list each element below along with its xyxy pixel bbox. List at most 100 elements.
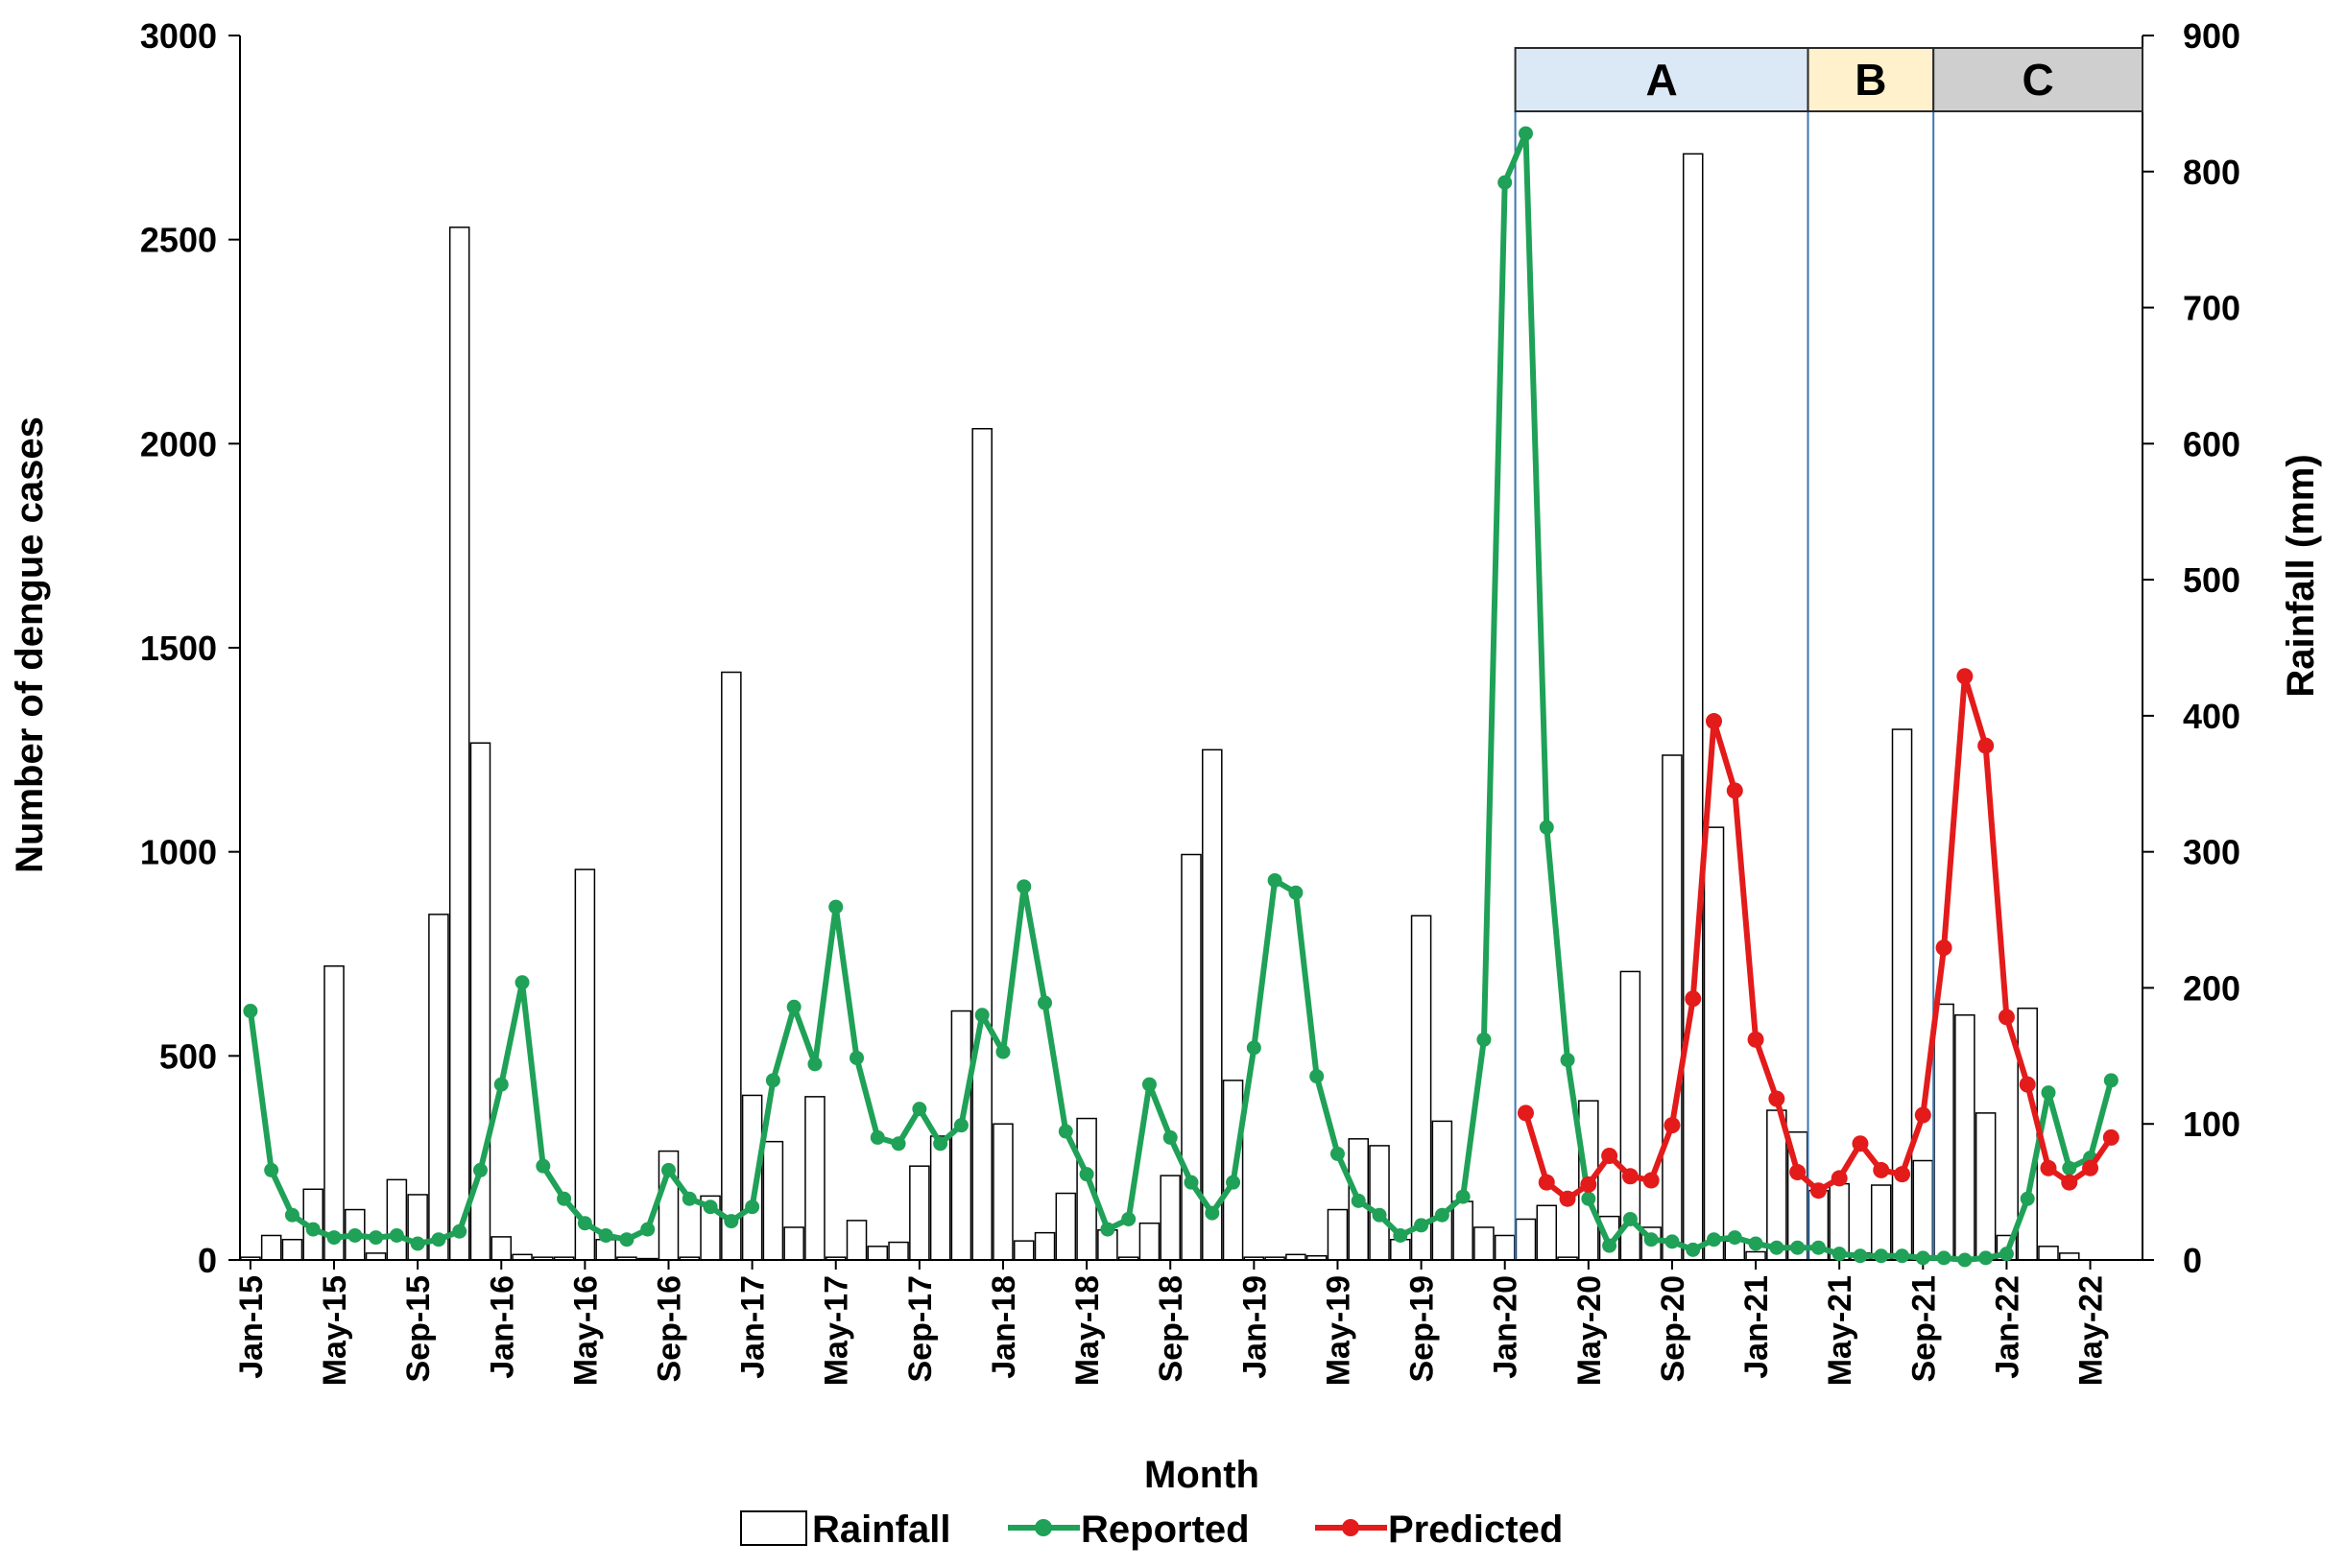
reported-point [1455, 1189, 1471, 1204]
legend-predicted-label: Predicted [1388, 1509, 1563, 1551]
reported-point [765, 1073, 780, 1088]
y-right-tick-label: 0 [2183, 1241, 2202, 1280]
reported-point [1810, 1240, 1826, 1255]
phase-divider-lines [1514, 111, 1935, 1260]
reported-point [1539, 820, 1554, 835]
reported-point [1414, 1218, 1429, 1233]
reported-point [912, 1102, 927, 1117]
x-tick-label: May-22 [2073, 1275, 2110, 1386]
rainfall-bar [2059, 1252, 2080, 1261]
reported-point [1017, 879, 1032, 894]
predicted-point [1664, 1117, 1681, 1134]
reported-series [243, 126, 2119, 1268]
predicted-point [1831, 1170, 1848, 1187]
reported-point [1226, 1175, 1241, 1190]
reported-point [1831, 1247, 1847, 1262]
predicted-point [1998, 1009, 2015, 1026]
y-right-tick-label: 500 [2183, 560, 2240, 600]
reported-point [745, 1200, 760, 1215]
reported-point [1853, 1248, 1868, 1264]
reported-point [1393, 1227, 1408, 1243]
reported-point [347, 1227, 363, 1243]
reported-point [1476, 1032, 1492, 1047]
rainfall-bar [1202, 748, 1223, 1261]
reported-point [1707, 1232, 1722, 1247]
y-left-tick-label: 0 [198, 1241, 217, 1280]
reported-point [995, 1044, 1011, 1059]
rainfall-bar [1745, 1250, 1766, 1261]
rainfall-bar [888, 1241, 909, 1261]
predicted-point [1873, 1161, 1890, 1178]
reported-point [974, 1008, 990, 1023]
x-tick-label: May-21 [1822, 1275, 1858, 1386]
reported-point [1434, 1207, 1449, 1223]
y-right-tick-label: 200 [2183, 968, 2240, 1008]
legend: Rainfall Reported Predicted [740, 1509, 1563, 1551]
y-right-tick-label: 600 [2183, 424, 2240, 463]
reported-point [1686, 1242, 1701, 1257]
reported-point [1288, 885, 1304, 900]
x-tick-label: Jan-17 [735, 1275, 772, 1379]
predicted-point [1621, 1168, 1639, 1185]
reported-point [1874, 1248, 1889, 1264]
reported-point [598, 1227, 613, 1243]
predicted-point [1956, 668, 1974, 685]
x-tick-label: May-16 [567, 1275, 604, 1386]
rainfall-bar [950, 1010, 972, 1261]
predicted-point [1852, 1135, 1869, 1152]
rainfall-bar [260, 1234, 282, 1261]
reported-point [1999, 1247, 2014, 1262]
x-tick-label: May-18 [1069, 1275, 1106, 1386]
reported-point [1748, 1236, 1763, 1251]
predicted-point [1809, 1182, 1827, 1200]
reported-point [389, 1227, 404, 1243]
predicted-point [2082, 1159, 2099, 1176]
predicted-point [1789, 1164, 1807, 1181]
reported-point [807, 1057, 823, 1072]
y-right-axis-title: Rainfall (mm) [2280, 454, 2322, 697]
reported-point [410, 1236, 425, 1251]
y-right-tick-label: 300 [2183, 833, 2240, 872]
rainfall-bar [1912, 1159, 1934, 1261]
rainfall-bar [448, 226, 470, 1261]
reported-point [1184, 1175, 1199, 1190]
legend-reported-label: Reported [1081, 1509, 1250, 1551]
phase-label-b: B [1855, 55, 1886, 105]
predicted-point [1894, 1166, 1911, 1183]
x-tick-label: Sep-17 [902, 1275, 939, 1383]
y-right-tick-label: 900 [2183, 16, 2240, 56]
rainfall-bar [1013, 1240, 1035, 1261]
x-tick-label: May-20 [1571, 1275, 1608, 1386]
y-left-tick-label: 1500 [140, 629, 217, 668]
x-tick-label: Jan-16 [484, 1275, 520, 1379]
x-tick-label: Sep-20 [1655, 1275, 1691, 1383]
reported-point [557, 1191, 572, 1206]
reported-point [1602, 1238, 1617, 1253]
rainfall-bar [1138, 1222, 1161, 1261]
rainfall-bar [1682, 153, 1704, 1261]
reported-point [870, 1129, 885, 1145]
reported-point [1560, 1053, 1575, 1068]
rainfall-bar [574, 868, 596, 1261]
reported-point [724, 1214, 739, 1229]
phase-label-c: C [2022, 55, 2053, 105]
x-tick-label: Sep-18 [1153, 1275, 1189, 1383]
predicted-point [2019, 1076, 2036, 1093]
reported-point [1079, 1167, 1094, 1182]
predicted-point [1601, 1148, 1618, 1165]
reported-point [1162, 1129, 1178, 1145]
rainfall-bar [1181, 853, 1202, 1261]
rainfall-bar [783, 1226, 804, 1261]
reported-point [1141, 1077, 1157, 1092]
reported-point [703, 1200, 718, 1215]
y-left-tick-label: 1000 [140, 833, 217, 872]
x-tick-label: May-19 [1320, 1275, 1356, 1386]
reported-point [640, 1222, 656, 1237]
reported-point [1100, 1222, 1115, 1237]
reported-point [953, 1118, 969, 1133]
reported-point [1038, 995, 1053, 1010]
predicted-point [2040, 1159, 2057, 1176]
reported-point [1978, 1250, 1994, 1266]
rainfall-bar [1327, 1208, 1349, 1261]
reported-point [2062, 1160, 2077, 1176]
